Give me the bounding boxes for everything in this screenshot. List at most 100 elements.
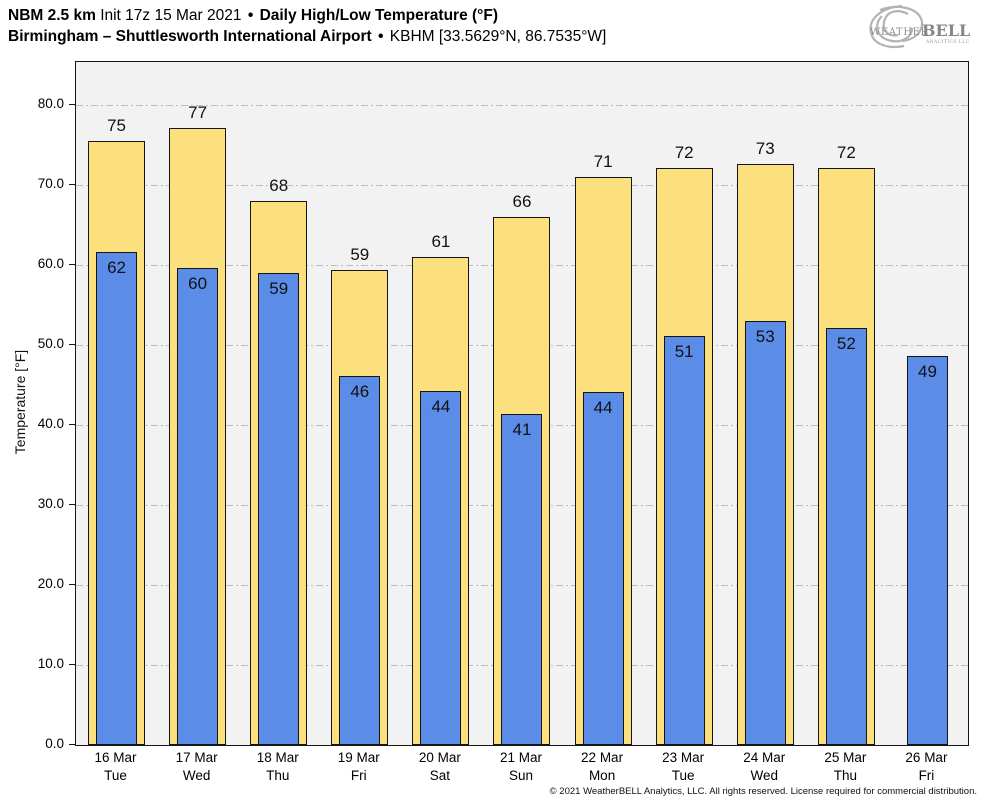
day-slot-24-mar: 73 53 (725, 62, 806, 745)
x-label-date: 26 Mar (905, 750, 948, 765)
low-temp-bar (177, 267, 219, 745)
bullet-separator: • (247, 7, 254, 24)
init-time: Init 17z 15 Mar 2021 (100, 7, 242, 24)
y-tick-label: 40.0 (37, 416, 64, 432)
x-label-date: 16 Mar (94, 750, 137, 765)
x-axis-label: 21 Mar Sun (480, 749, 561, 785)
model-name: NBM 2.5 km (8, 7, 96, 24)
low-temp-bar (96, 251, 138, 745)
weatherbell-logo: WEATHER BELL ANALYTICS LLC (858, 2, 980, 52)
high-temp-label: 61 (431, 232, 451, 252)
y-tick-mark (69, 663, 76, 666)
low-temp-bar (744, 321, 786, 745)
weatherbell-swirl-icon: WEATHER BELL ANALYTICS LLC (869, 4, 970, 49)
y-tick-mark (69, 583, 76, 586)
day-slot-17-mar: 77 60 (157, 62, 238, 745)
y-tick-mark (69, 343, 76, 346)
x-axis-label: 24 Mar Wed (724, 749, 805, 785)
logo-word-bell: BELL (922, 21, 970, 40)
plot-area: 75 62 77 60 68 59 59 46 61 44 66 41 71 44 72 51 73 53 72 52… (75, 61, 969, 746)
logo-subtext: ANALYTICS LLC (925, 39, 970, 45)
x-label-date: 25 Mar (824, 750, 867, 765)
low-temp-bar (582, 391, 624, 745)
day-slot-20-mar: 61 44 (400, 62, 481, 745)
x-label-date: 19 Mar (337, 750, 380, 765)
x-label-weekday: Mon (588, 768, 616, 783)
x-axis-label: 22 Mar Mon (562, 749, 643, 785)
y-tick-mark (69, 503, 76, 506)
low-temp-label: 44 (431, 396, 451, 416)
y-axis-label: Temperature [°F] (12, 349, 28, 455)
high-temp-label: 72 (674, 143, 694, 163)
x-axis-label: 16 Mar Tue (75, 749, 156, 785)
x-label-date: 23 Mar (662, 750, 705, 765)
low-temp-bar (501, 413, 543, 745)
low-temp-label: 62 (107, 257, 126, 277)
low-temp-label: 60 (188, 273, 208, 293)
low-temp-bar (258, 273, 300, 745)
chart-title-line-1: NBM 2.5 km Init 17z 15 Mar 2021 • Daily … (8, 5, 606, 26)
x-label-date: 24 Mar (743, 750, 786, 765)
high-temp-label: 75 (107, 116, 126, 136)
product-name: Daily High/Low Temperature (°F) (259, 7, 498, 24)
high-temp-label: 77 (188, 102, 208, 122)
day-slot-18-mar: 68 59 (238, 62, 319, 745)
x-label-weekday: Wed (750, 768, 779, 783)
high-temp-label: 73 (755, 138, 775, 158)
low-temp-label: 59 (269, 279, 289, 299)
day-slot-25-mar: 72 52 (806, 62, 887, 745)
day-slot-23-mar: 72 51 (644, 62, 725, 745)
low-temp-bar (906, 356, 948, 745)
high-temp-label: 66 (512, 192, 532, 212)
x-axis-labels: 16 Mar Tue 17 Mar Wed 18 Mar Thu 19 Mar Fri 20 M… (75, 749, 967, 789)
x-axis-label: 25 Mar Thu (805, 749, 886, 785)
y-tick-label: 0.0 (45, 736, 64, 751)
y-tick-label: 50.0 (37, 336, 64, 352)
gridline-70 (76, 184, 968, 186)
low-temp-bar (339, 376, 381, 745)
chart-title-line-2: Birmingham – Shuttlesworth International… (8, 26, 606, 47)
x-label-weekday: Tue (671, 768, 695, 783)
x-axis-label: 19 Mar Fri (318, 749, 399, 785)
x-label-weekday: Sat (429, 768, 451, 783)
y-tick-mark (69, 263, 76, 266)
y-tick-mark (69, 103, 76, 106)
x-label-date: 20 Mar (418, 750, 461, 765)
low-temp-bar (825, 327, 867, 745)
x-label-date: 18 Mar (256, 750, 299, 765)
x-label-weekday: Thu (833, 768, 857, 783)
high-temp-label: 72 (836, 142, 856, 162)
day-slot-16-mar: 75 62 (76, 62, 157, 745)
y-tick-label: 20.0 (37, 576, 64, 592)
x-axis-label: 17 Mar Wed (156, 749, 237, 785)
header: NBM 2.5 km Init 17z 15 Mar 2021 • Daily … (8, 5, 606, 47)
copyright-text: © 2021 WeatherBELL Analytics, LLC. All r… (549, 786, 977, 797)
x-label-date: 22 Mar (581, 750, 624, 765)
day-slot-19-mar: 59 46 (319, 62, 400, 745)
high-temp-label: 59 (350, 244, 370, 264)
low-temp-label: 53 (755, 327, 775, 347)
y-tick-label: 10.0 (37, 656, 64, 672)
low-temp-label: 52 (836, 333, 856, 353)
low-temp-label: 41 (512, 419, 532, 439)
gridline-80 (76, 104, 968, 106)
x-label-weekday: Thu (266, 768, 290, 783)
x-label-weekday: Sun (508, 768, 533, 783)
day-slot-21-mar: 66 41 (481, 62, 562, 745)
y-tick-mark (69, 183, 76, 186)
x-label-weekday: Tue (104, 768, 127, 783)
low-temp-bar (663, 336, 705, 745)
y-tick-label: 70.0 (37, 176, 64, 192)
location-name: Birmingham – Shuttlesworth International… (8, 28, 372, 45)
y-tick-mark (69, 423, 76, 426)
x-label-date: 21 Mar (499, 750, 542, 765)
x-label-date: 17 Mar (175, 750, 218, 765)
day-slot-26-mar: 49 (887, 62, 968, 745)
x-axis-label: 26 Mar Fri (886, 749, 967, 785)
low-temp-label: 51 (674, 342, 694, 362)
bullet-separator: • (378, 28, 384, 45)
x-label-weekday: Fri (918, 768, 935, 783)
x-axis-label: 20 Mar Sat (399, 749, 480, 785)
x-label-weekday: Fri (350, 768, 367, 783)
